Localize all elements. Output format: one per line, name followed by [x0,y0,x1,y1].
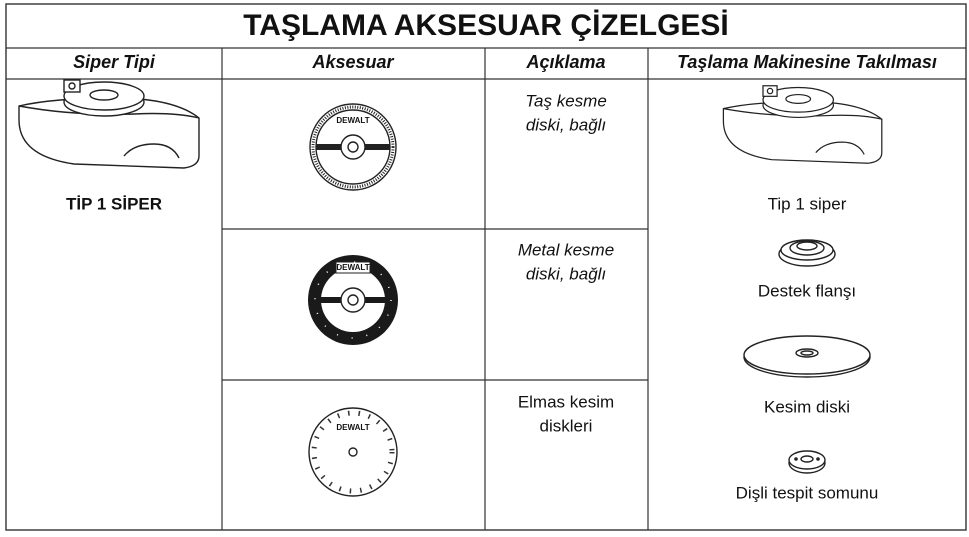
title: TAŞLAMA AKSESUAR ÇİZELGESİ [243,9,729,42]
nut-icon [788,450,826,474]
description: Metal kesme [518,240,614,259]
disc-icon: DEWALT [309,103,397,191]
grid [6,47,966,530]
brand-logo: DEWALT [336,263,369,272]
guard-icon [18,79,200,169]
guard-icon [722,85,883,164]
column-header: Siper Tipi [73,52,156,72]
table-border [5,3,967,531]
attachment-label: Kesim diski [764,397,850,416]
flange-icon [778,239,836,267]
guard-label: TİP 1 SİPER [66,194,162,213]
description: diski, bağlı [526,264,606,283]
disc-icon: DEWALT [308,255,398,345]
column-header: Aksesuar [311,52,394,72]
description: Elmas kesim [518,392,614,411]
disc-icon: DEWALT [308,407,398,497]
cutting-disc-icon [743,335,871,378]
brand-logo: DEWALT [336,116,369,125]
brand-logo: DEWALT [336,423,369,432]
attachment-label: Tip 1 siper [768,194,847,213]
description: diski, bağlı [526,115,606,134]
description: Taş kesme [525,91,607,110]
attachment-label: Dişli tespit somunu [736,483,879,502]
attachment-label: Destek flanşı [758,281,856,300]
description: diskleri [540,416,593,435]
column-header: Taşlama Makinesine Takılması [677,52,937,72]
column-header: Açıklama [525,52,605,72]
